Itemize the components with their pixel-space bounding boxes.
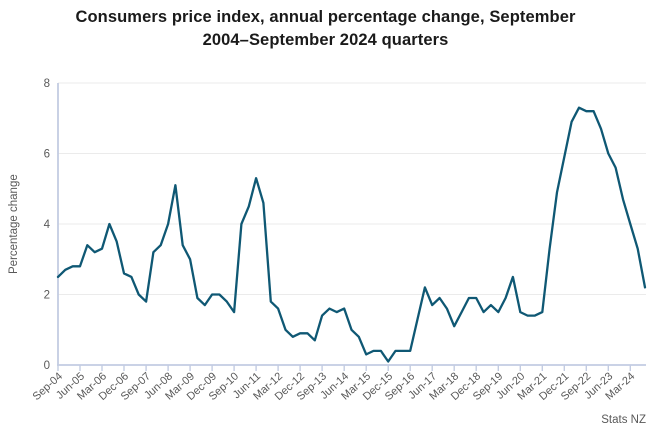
y-tick-label: 2 bbox=[44, 290, 50, 302]
y-axis-title: Percentage change bbox=[8, 174, 20, 274]
chart-title: Consumers price index, annual percentage… bbox=[0, 6, 651, 52]
y-tick-label: 8 bbox=[44, 78, 50, 90]
y-tick-label: 4 bbox=[44, 219, 51, 231]
source-attribution: Stats NZ bbox=[601, 414, 646, 426]
chart-title-line1: Consumers price index, annual percentage… bbox=[75, 8, 576, 26]
cpi-line bbox=[56, 106, 647, 363]
y-tick-label: 0 bbox=[44, 360, 50, 372]
chart-title-line2: 2004–September 2024 quarters bbox=[202, 31, 449, 49]
y-tick-label: 6 bbox=[44, 149, 50, 161]
